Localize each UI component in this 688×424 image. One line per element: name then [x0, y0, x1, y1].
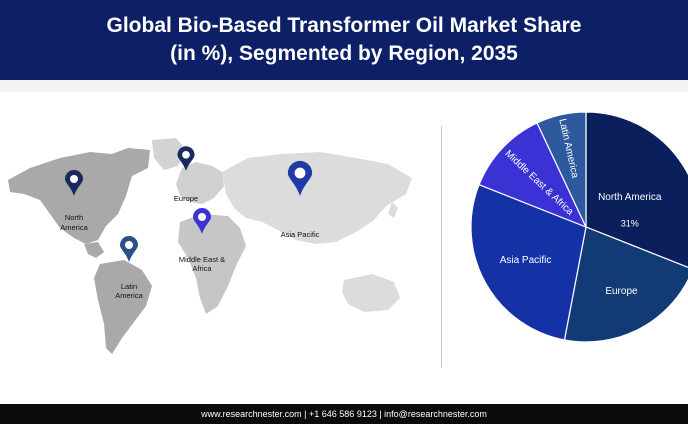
pie-slices: [470, 111, 688, 343]
south-america-shape: [94, 260, 152, 354]
north-america-shape: [84, 242, 104, 258]
map-region-label: Africa: [192, 264, 212, 273]
map-region-label: Asia Pacific: [281, 230, 320, 239]
chart-title-line-1: Global Bio-Based Transformer Oil Market …: [106, 14, 582, 37]
pie-slice-middle-east-and-africa: [478, 122, 588, 229]
map-region-label: North: [65, 213, 83, 222]
europe-shape: [176, 162, 224, 204]
pie-slice-latin-america: [536, 111, 587, 228]
pie-label-europe: Europe: [605, 286, 638, 297]
continents: [8, 138, 412, 354]
pie-slice-asia-pacific: [470, 183, 587, 341]
header-shadow-band: [0, 80, 688, 92]
map-region-label: Middle East &: [179, 255, 225, 264]
europe-marker: Europe: [174, 146, 198, 203]
map-pin-hole: [198, 213, 206, 221]
map-pin-hole: [70, 175, 78, 183]
pie-slice-north-america: [585, 111, 688, 269]
greenland-shape: [152, 138, 186, 170]
section-divider: [441, 126, 442, 368]
pie-value-north-america: 31%: [621, 219, 639, 229]
pie-label-north-america: North America: [598, 192, 662, 203]
asia-shape: [222, 152, 412, 244]
map-pin-hole: [125, 241, 133, 249]
asia-pacific-marker: Asia Pacific: [281, 160, 320, 239]
map-region-label: America: [60, 223, 88, 232]
africa-shape: [178, 214, 246, 314]
map-pin-hole: [182, 151, 190, 159]
map-region-label: Latin: [121, 282, 137, 291]
middle-east-africa-marker: Middle East &Africa: [179, 208, 225, 273]
footer-contact-text: www.researchnester.com | +1 646 586 9123…: [201, 409, 487, 419]
chart-header: Global Bio-Based Transformer Oil Market …: [0, 0, 688, 80]
map-region-label: Europe: [174, 194, 198, 203]
map-region-label: America: [115, 291, 143, 300]
map-pin-hole: [294, 167, 306, 179]
japan-shape: [388, 202, 398, 218]
chart-title-line-2: (in %), Segmented by Region, 2035: [170, 42, 518, 65]
australia-shape: [342, 274, 400, 312]
north-america-shape: [8, 148, 150, 244]
pie-slice-europe: [563, 226, 688, 343]
pie-label-asia-pacific: Asia Pacific: [500, 255, 552, 266]
footer-bar: www.researchnester.com | +1 646 586 9123…: [0, 404, 688, 424]
